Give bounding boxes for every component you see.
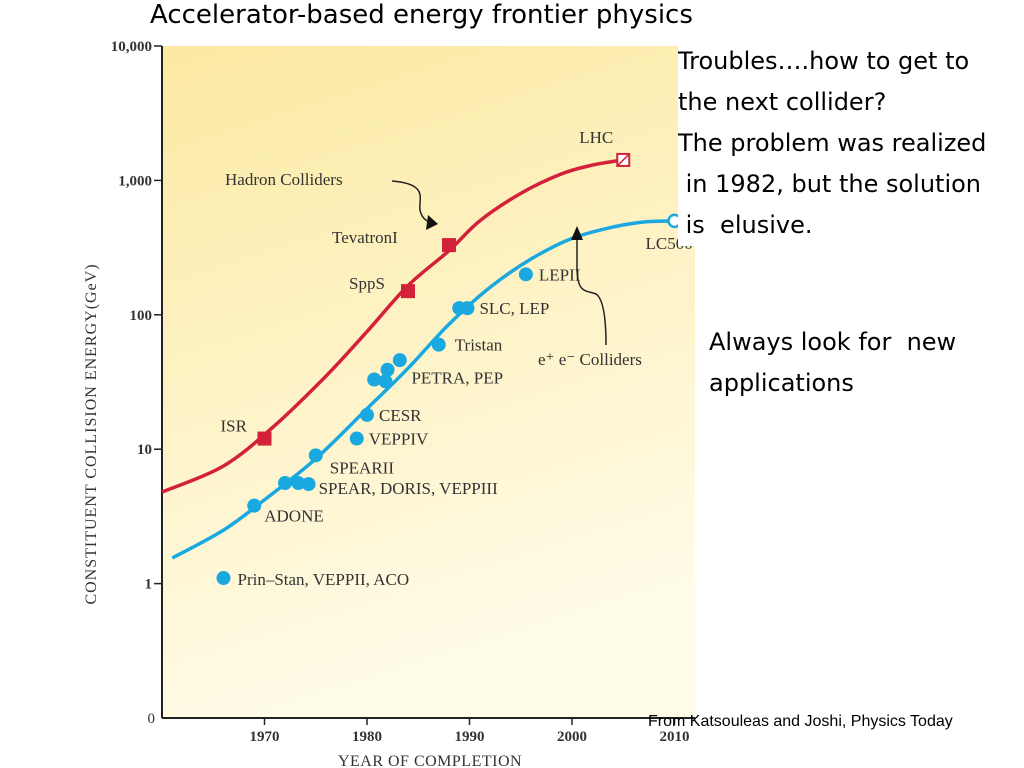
x-tick-label: 1980 — [352, 729, 382, 745]
lepton-point-label: SPEARII — [330, 458, 395, 477]
lepton-point-label: Tristan — [455, 336, 503, 355]
y-axis-title: CONSTITUENT COLLISION ENERGY(GeV) — [83, 263, 100, 604]
source-credit: From Katsouleas and Joshi, Physics Today — [648, 713, 953, 730]
lepton-data-point — [291, 476, 306, 491]
hadron-planned-mark — [617, 154, 629, 166]
lepton-point-label: PETRA, PEP — [411, 368, 503, 387]
notes-middle: Always look for new applications — [709, 322, 956, 404]
y-tick-label: 100 — [130, 308, 153, 324]
y-tick-label: 1 — [145, 577, 153, 593]
lepton-data-point — [360, 407, 374, 422]
hadron-data-point — [442, 238, 456, 253]
lepton-data-point — [247, 498, 262, 513]
y-tick-label: 10,000 — [111, 39, 152, 55]
x-tick-label: 1970 — [250, 729, 280, 745]
lepton-data-point — [380, 362, 395, 377]
note-line: applications — [709, 369, 854, 397]
hadron-point-label: SppS — [349, 274, 385, 293]
lepton-data-point — [378, 374, 393, 389]
lepton-data-point — [349, 431, 364, 446]
lepton-data-point — [367, 372, 382, 387]
y-tick-label: 1,000 — [118, 173, 152, 189]
lepton-data-point — [301, 477, 316, 492]
note-line: the next collider? — [678, 88, 887, 116]
lepton-arrowhead — [571, 226, 583, 240]
lepton-annotation-arrow — [576, 236, 607, 346]
plot-area — [162, 46, 695, 718]
x-tick-label: 2000 — [557, 729, 587, 745]
lepton-point-label: VEPPIV — [369, 430, 429, 449]
lepton-point-label: SLC, LEP — [479, 299, 549, 318]
note-line: in 1982, but the solution — [678, 170, 982, 198]
hadron-data-point — [401, 284, 415, 299]
lepton-data-point — [431, 337, 446, 352]
lepton-data-point — [278, 476, 292, 491]
lepton-data-point — [308, 448, 323, 463]
hadron-arrowhead — [426, 215, 438, 230]
lepton-data-point — [216, 571, 231, 586]
lepton-colliders-annotation: e⁺ e⁻ Colliders — [538, 350, 642, 369]
hadron-point-label: LHC — [579, 128, 613, 147]
lepton-point-label: CESR — [379, 406, 422, 425]
x-axis-title: YEAR OF COMPLETION — [338, 753, 522, 768]
lepton-point-label: ADONE — [264, 507, 324, 526]
lepton-point-label: Prin–Stan, VEPPII, ACO — [238, 570, 410, 589]
hadron-point-label: ISR — [221, 417, 248, 436]
notes-top: Troubles….how to get to the next collide… — [678, 41, 1024, 246]
y-tick-label: 10 — [137, 442, 152, 458]
slide-title: Accelerator-based energy frontier physic… — [150, 0, 693, 30]
x-tick-label: 2010 — [660, 729, 690, 745]
hadron-colliders-annotation: Hadron Colliders — [225, 170, 343, 189]
lepton-point-label: LEPII — [539, 265, 581, 284]
x-tick-label: 1990 — [455, 729, 485, 745]
note-line: Troubles….how to get to — [678, 47, 970, 75]
note-line: is elusive. — [678, 211, 813, 239]
hadron-point-label: TevatronI — [332, 228, 398, 247]
note-line: Always look for new — [709, 328, 957, 356]
lepton-data-point — [460, 301, 475, 316]
note-line: The problem was realized — [678, 129, 987, 157]
hadron-data-point — [257, 431, 272, 446]
lepton-data-point — [392, 353, 407, 368]
y-axis-bottom-label: 0 — [148, 711, 156, 727]
lepton-point-label: SPEAR, DORIS, VEPPIII — [319, 479, 499, 498]
lepton-curve — [171, 219, 675, 560]
lepton-data-point — [518, 267, 533, 282]
